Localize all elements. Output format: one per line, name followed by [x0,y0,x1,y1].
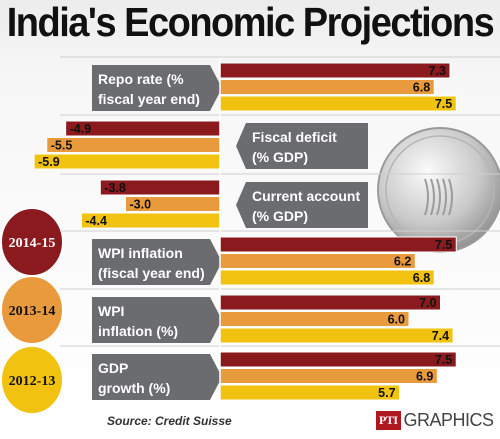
data-label: 7.0 [419,296,436,310]
bar-2014-15 [219,351,457,368]
legend-badge-2013-14: 2013-14 [0,275,64,345]
data-label: 6.0 [388,313,405,327]
data-label: -5.5 [51,139,73,153]
bar-2012-13 [33,153,221,170]
bar-2012-13 [219,327,454,344]
category-box [236,182,368,228]
data-label: -3.0 [130,198,152,212]
pti-logo-icon: PTI [376,411,401,430]
legend-label-2012-13: 2012-13 [9,374,56,389]
bar-2013-14 [219,253,416,269]
data-label: 7.5 [435,97,452,111]
bar-2012-13 [219,269,435,286]
category-label: Repo rate (% [98,71,184,87]
legend-label-2014-15: 2014-15 [9,236,56,251]
bar-2013-14 [219,79,435,95]
data-label: 6.2 [394,255,411,269]
data-label: 7.5 [435,238,452,252]
category-label: GDP [98,360,128,376]
bar-2012-13 [219,95,457,112]
legend-badge-2012-13: 2012-13 [0,345,64,415]
data-label: 7.5 [435,353,452,367]
category-label: inflation (%) [98,323,178,339]
legend-label-2013-14: 2013-14 [9,304,56,319]
bar-2014-15 [219,294,441,311]
category-label: (% GDP) [252,149,308,165]
bar-2014-15 [219,236,457,253]
chart-title: India's Economic Projections [6,0,495,46]
category-label: (% GDP) [252,208,308,224]
data-label: -5.9 [38,155,60,169]
legend-badge-2014-15: 2014-15 [0,207,64,277]
data-label: -3.8 [104,181,126,195]
data-label: 7.4 [432,329,449,343]
credit-label: GRAPHICS [403,410,495,430]
data-label: 6.8 [413,271,430,285]
bar-2013-14 [219,311,410,327]
credit: PTI GRAPHICS [376,410,494,431]
bar-2013-14 [46,137,221,153]
data-label: -4.9 [70,122,92,136]
data-label: 7.3 [429,64,446,78]
data-label: -4.4 [85,214,107,228]
category-label: Current account [252,188,360,204]
data-label: 5.7 [378,386,395,400]
category-box [92,239,222,285]
category-label: WPI inflation [98,245,183,261]
category-label: (fiscal year end) [98,265,205,281]
category-box [92,65,222,111]
bar-2013-14 [219,368,438,384]
category-label: fiscal year end) [98,91,200,107]
category-box [92,354,222,400]
category-box [236,123,368,169]
bar-2012-13 [219,384,401,401]
rupee-coin-icon [377,127,500,253]
source-note: Source: Credit Suisse [107,414,232,428]
bar-2014-15 [219,62,451,79]
category-box [92,297,222,343]
category-label: WPI [98,303,124,319]
category-label: Fiscal deficit [252,129,337,145]
category-label: growth (%) [98,380,170,396]
data-label: 6.8 [413,81,430,95]
data-label: 6.9 [416,370,433,384]
